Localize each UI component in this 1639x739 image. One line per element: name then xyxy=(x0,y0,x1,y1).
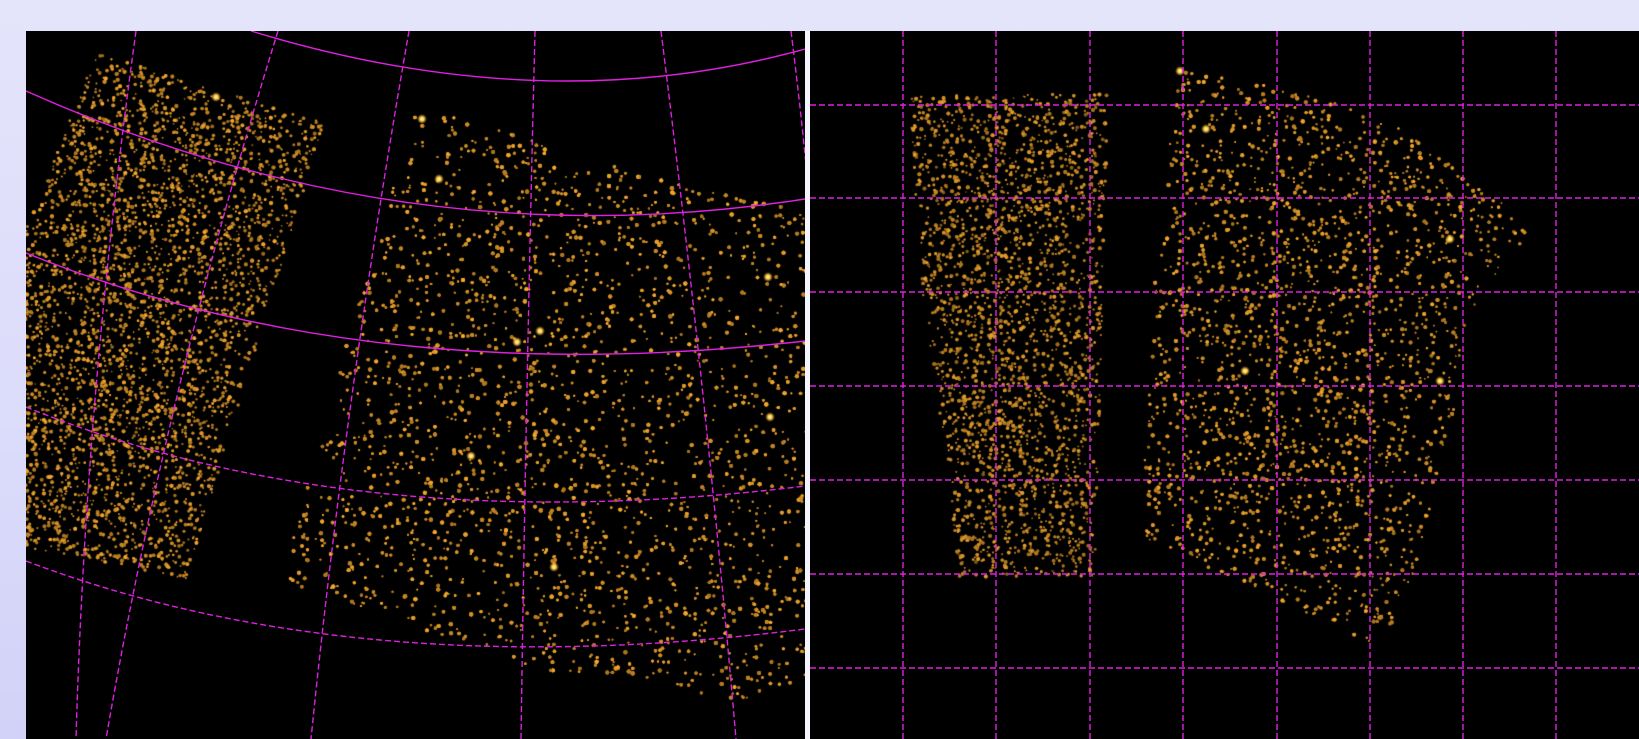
grid-parallel-line xyxy=(26,406,805,503)
coordinate-grid-overlay xyxy=(26,31,805,739)
grid-parallel-line xyxy=(250,31,805,82)
left-image-view[interactable] xyxy=(26,31,805,739)
grid-meridian-line xyxy=(660,31,737,739)
grid-meridian-line xyxy=(105,31,279,739)
grid-meridian-line xyxy=(790,31,805,162)
grid-meridian-line xyxy=(75,31,137,739)
coordinate-grid-overlay xyxy=(810,31,1639,739)
panel-divider[interactable] xyxy=(805,31,810,739)
grid-meridian-line xyxy=(520,31,536,739)
event-image-canvas xyxy=(810,31,1639,739)
grid-parallel-line xyxy=(26,90,805,217)
grid-meridian-line xyxy=(310,31,410,739)
grid-parallel-line xyxy=(26,560,805,648)
grid-parallel-line xyxy=(26,252,805,355)
right-image-view[interactable] xyxy=(810,31,1639,739)
